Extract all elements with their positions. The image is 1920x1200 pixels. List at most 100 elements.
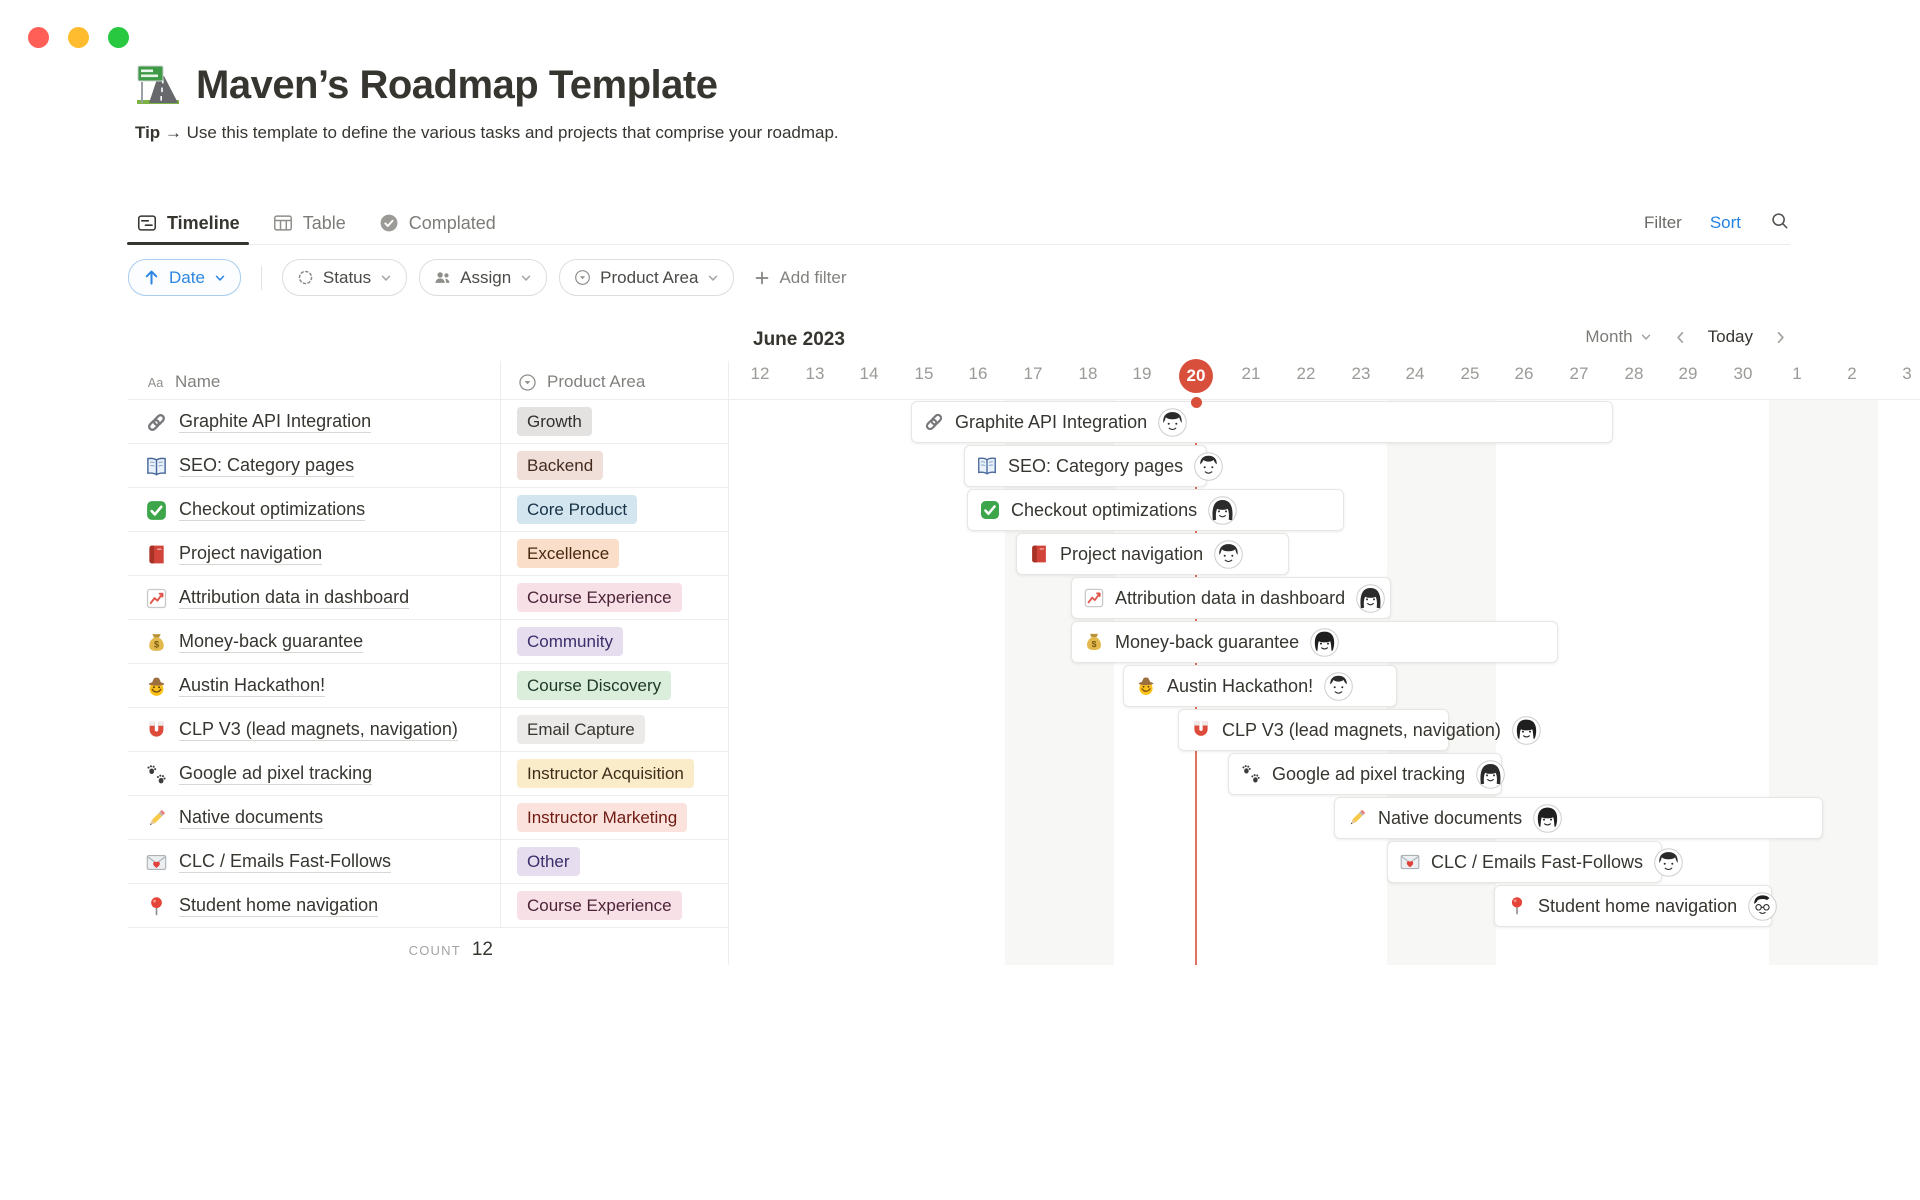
filter-button[interactable]: Filter (1644, 213, 1682, 232)
table-row-name-seo-category-pages[interactable]: SEO: Category pages (145, 444, 355, 488)
tag-course-experience: Course Experience (517, 891, 682, 920)
day-label: 23 (1351, 364, 1371, 383)
gantt-bar-austin-hackathon[interactable]: Austin Hackathon! (1123, 665, 1397, 707)
pencil-icon (145, 807, 168, 830)
day-label: 22 (1296, 364, 1316, 383)
table-row-name-checkout-optimizations[interactable]: Checkout optimizations (145, 488, 366, 532)
filter-chip-product-area[interactable]: Product Area (559, 259, 735, 296)
gantt-bar-google-ad-pixel-tracking[interactable]: Google ad pixel tracking (1228, 753, 1505, 795)
page-title: Maven’s Roadmap Template (135, 62, 839, 108)
table-icon (272, 212, 294, 234)
avatar-woman-long (1356, 583, 1385, 613)
filter-chip-assign[interactable]: Assign (419, 259, 548, 296)
avatar-man-glasses (1748, 891, 1777, 921)
table-row-name-money-back-guarantee[interactable]: $ Money-back guarantee (145, 620, 364, 664)
table-row-name-google-ad-pixel-tracking[interactable]: Google ad pixel tracking (145, 752, 373, 796)
search-icon (1769, 210, 1790, 231)
gantt-bar-label: Money-back guarantee (1115, 631, 1300, 652)
row-name-text: Google ad pixel tracking (179, 763, 373, 786)
gantt-bar-native-documents[interactable]: Native documents (1334, 797, 1823, 839)
add-filter-button[interactable]: Add filter (754, 268, 847, 288)
table-row-name-clc-emails-fast-follows[interactable]: CLC / Emails Fast-Follows (145, 840, 392, 884)
timeline-zoom-select[interactable]: Month (1585, 327, 1652, 347)
window-control-close[interactable] (28, 27, 49, 48)
day-label-today: 20 (1179, 359, 1213, 393)
separator-line (128, 487, 728, 488)
gantt-bar-label: SEO: Category pages (1008, 455, 1184, 476)
day-label: 16 (968, 364, 988, 383)
day-label: 13 (805, 364, 825, 383)
select-icon (517, 372, 538, 393)
table-row-name-austin-hackathon[interactable]: Austin Hackathon! (145, 664, 326, 708)
row-name-text: Checkout optimizations (179, 499, 366, 522)
table-row-name-native-documents[interactable]: Native documents (145, 796, 324, 840)
day-label: 21 (1241, 364, 1261, 383)
gantt-bar-student-home-navigation[interactable]: Student home navigation (1494, 885, 1777, 927)
aa-icon: Aa (145, 372, 166, 393)
gantt-bar-project-navigation[interactable]: Project navigation (1016, 533, 1289, 575)
check-icon (979, 499, 1001, 521)
table-row-name-project-navigation[interactable]: Project navigation (145, 532, 323, 576)
chevron-down-icon (1639, 330, 1653, 344)
filter-chip-status[interactable]: Status (281, 259, 408, 296)
tag-email-capture: Email Capture (517, 715, 645, 744)
chart-icon (145, 587, 168, 610)
chevron-left-icon[interactable] (1673, 330, 1688, 345)
day-label: 27 (1569, 364, 1589, 383)
search-button[interactable] (1769, 210, 1790, 236)
gantt-bar-seo-category-pages[interactable]: SEO: Category pages (964, 445, 1223, 487)
arrow-up-icon (142, 268, 161, 287)
row-name-text: Graphite API Integration (179, 411, 372, 434)
today-button[interactable]: Today (1707, 327, 1753, 346)
link-icon (145, 411, 168, 434)
today-marker-dot (1191, 397, 1202, 408)
separator-line (128, 707, 728, 708)
sort-date-chip[interactable]: Date (128, 259, 241, 296)
avatar-man-short (1194, 451, 1223, 481)
chip-label: Product Area (600, 267, 699, 287)
open-book-icon (145, 455, 168, 478)
paws-icon (145, 763, 168, 786)
gantt-bar-attribution-data-in-dashboard[interactable]: Attribution data in dashboard (1071, 577, 1391, 619)
day-label: 12 (750, 364, 770, 383)
column-header-product-area[interactable]: Product Area (517, 363, 645, 401)
table-row-name-clp-v3-lead-magnets-navigation[interactable]: CLP V3 (lead magnets, navigation) (145, 708, 458, 752)
pin-icon (1506, 895, 1528, 917)
gantt-bar-label: Austin Hackathon! (1167, 675, 1314, 696)
assign-icon (433, 268, 452, 287)
love-letter-icon (1399, 851, 1421, 873)
tag-community: Community (517, 627, 623, 656)
table-row-name-attribution-data-in-dashboard[interactable]: Attribution data in dashboard (145, 576, 410, 620)
window-control-minimize[interactable] (68, 27, 89, 48)
table-row-name-student-home-navigation[interactable]: Student home navigation (145, 884, 379, 928)
table-count[interactable]: COUNT 12 (408, 939, 493, 960)
chevron-down-icon (519, 271, 533, 285)
sort-button[interactable]: Sort (1709, 213, 1741, 232)
gantt-bar-money-back-guarantee[interactable]: $ Money-back guarantee (1071, 621, 1558, 663)
paws-icon (1240, 763, 1262, 785)
filter-chips-row: Date Status Assign Product Area Add filter (128, 259, 847, 296)
pencil-icon (1346, 807, 1368, 829)
tag-excellence: Excellence (517, 539, 620, 568)
day-label: 2 (1847, 364, 1857, 383)
gantt-bar-clp-v3-lead-magnets-navigation[interactable]: CLP V3 (lead magnets, navigation) (1178, 709, 1541, 751)
timeline-month-header: June 2023 (753, 329, 845, 350)
column-header-name[interactable]: Aa Name (145, 363, 221, 401)
day-label: 17 (1023, 364, 1043, 383)
day-label: 14 (859, 364, 879, 383)
gantt-bar-label: Native documents (1378, 807, 1523, 828)
tab-timeline[interactable]: Timeline (127, 202, 249, 245)
cowboy-icon (1135, 675, 1157, 697)
tab-table[interactable]: Table (272, 202, 346, 244)
tab-complated[interactable]: Complated (378, 202, 496, 244)
day-label: 3 (1902, 364, 1912, 383)
day-label: 25 (1460, 364, 1480, 383)
chevron-right-icon[interactable] (1773, 330, 1788, 345)
status-icon (296, 268, 315, 287)
table-row-name-graphite-api-integration[interactable]: Graphite API Integration (145, 400, 372, 444)
gantt-bar-graphite-api-integration[interactable]: Graphite API Integration (911, 401, 1613, 443)
gantt-bar-clc-emails-fast-follows[interactable]: CLC / Emails Fast-Follows (1387, 841, 1683, 883)
window-control-zoom[interactable] (108, 27, 129, 48)
gantt-bar-checkout-optimizations[interactable]: Checkout optimizations (967, 489, 1344, 531)
